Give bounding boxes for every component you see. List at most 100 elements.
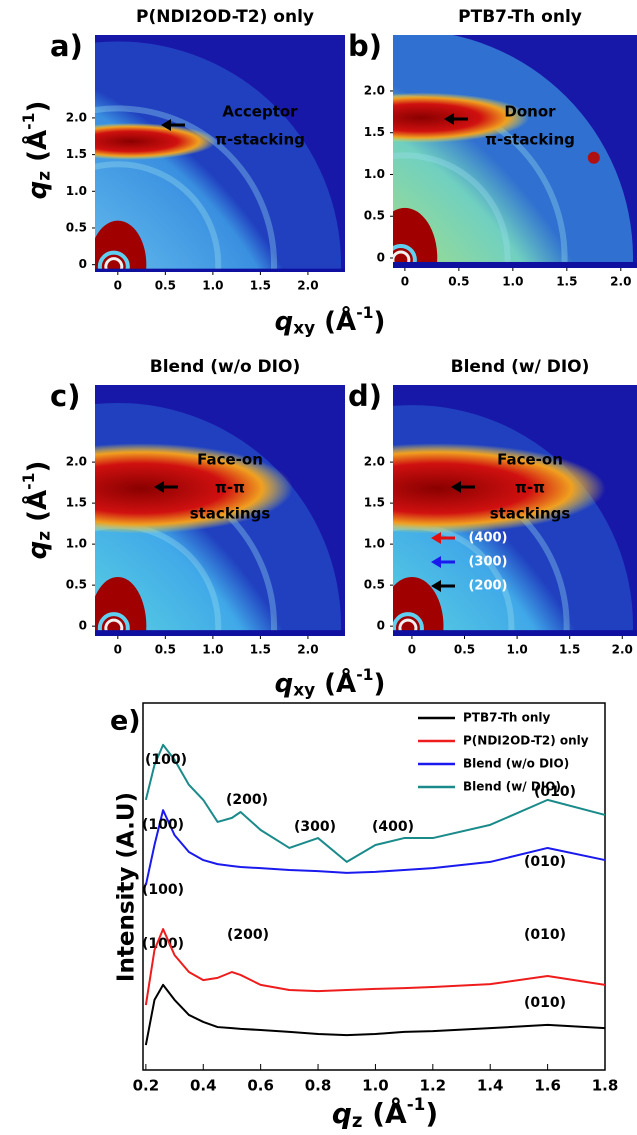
stacking-band [393,443,606,534]
arrow-head [431,556,441,568]
label-part: ) [23,101,53,113]
annotation: (400) [468,531,507,546]
beam-ring [398,618,418,636]
stacking-band [95,123,217,160]
x-tick-label: 0 [408,643,416,657]
label-part: ) [23,461,53,473]
annotation: π-π [515,479,545,497]
beam-ring [104,257,124,272]
annotation: π-stacking [215,131,305,149]
y-tick-label: 1.5 [364,125,385,139]
label-part: q [23,541,53,560]
x-tick-label: 0.2 [133,1077,160,1095]
ring [95,105,277,272]
beam-ring [104,618,124,636]
label-part: q [275,669,294,699]
x-tick-label: 0 [401,275,409,289]
beam-stop [393,261,637,268]
scatter-ring [95,41,341,272]
y-tick-label: 2.0 [364,83,385,97]
x-tick-label: 0.8 [305,1077,332,1095]
y-tick-label: 2.0 [66,455,87,469]
annotation: stackings [190,505,271,523]
panel-title: PTB7-Th only [458,7,582,27]
y-tick-label: 1.0 [364,167,385,181]
arrow-head [444,113,454,125]
y-tick-label: 1.0 [364,537,385,551]
detector-image [393,35,637,268]
x-tick-label: 1.5 [250,279,271,293]
y-tick-label: 0.5 [66,578,87,592]
x-tick-label: 1.5 [556,275,577,289]
annotation: stackings [490,505,571,523]
legend-label: P(NDI2OD-T2) only [463,734,589,748]
annotation: (200) [468,579,507,594]
annotation: π-π [215,479,245,497]
x-tick-label: 0 [114,643,122,657]
x-tick-label: 0.4 [190,1077,217,1095]
scatter-ring [393,35,633,268]
x-tick-label: 2.0 [297,279,318,293]
peak-label: (010) [524,995,566,1011]
y-tick-label: 0.5 [364,209,385,223]
series-line [144,928,606,1006]
label-part: q [332,1097,352,1130]
label-part: (Å [315,305,356,337]
y-tick-label: 2.0 [364,455,385,469]
label-part: (Å [315,667,356,699]
peak-label: (400) [372,819,414,835]
peak-label: (300) [294,819,336,835]
label-part: (Å [21,130,53,171]
stacking-band [95,443,293,534]
beam-ring [393,612,424,636]
annotation: (300) [468,555,507,570]
x-tick-label: 0.5 [448,275,469,289]
panel-label: c) [50,379,80,413]
beam-ring [97,612,130,636]
label-part: -1 [356,665,373,683]
y-tick-label: 0 [79,619,87,633]
plot-frame [142,702,606,1071]
label-part: q [275,307,294,337]
x-tick-label: 2.0 [610,275,631,289]
label-part: z [34,531,54,541]
y-tick-label: 1.0 [66,184,87,198]
y-tick-label: 2.0 [66,110,87,124]
arrow-head [431,580,441,592]
x-tick-label: 1.0 [502,275,523,289]
beam-stop [95,630,345,636]
peak-label: (200) [226,792,268,808]
panel-label: a) [50,29,83,63]
x-tick-label: 0.5 [155,643,176,657]
axis-label: qz (Å-1) [332,1094,438,1132]
series-line [144,743,606,863]
panel-title: Blend (w/o DIO) [150,357,300,377]
peak-label: (010) [524,927,566,943]
x-tick-label: 2.0 [612,643,633,657]
arrow-head [154,481,164,493]
x-tick-label: 1.5 [559,643,580,657]
origin-blob [95,220,147,272]
panel-label: d) [348,379,382,413]
y-tick-label: 0.5 [66,220,87,234]
arrow-head [431,532,441,544]
panel-title: Blend (w/ DIO) [451,357,590,377]
label-part: xy [293,680,315,700]
series-line [144,809,606,886]
peak-label: (010) [524,854,566,870]
peak-label: (100) [142,882,184,898]
x-tick-label: 1.4 [477,1077,504,1095]
beam-ring [393,243,417,268]
label-part: ) [425,1097,438,1130]
axis-label: qz (Å-1) [19,461,53,560]
axis-label: qxy (Å-1) [275,665,386,699]
y-tick-label: 0 [79,257,87,271]
beam-ring [97,250,130,272]
legend-label: Blend (w/o DIO) [463,757,569,771]
x-tick-label: 1.2 [420,1077,447,1095]
panel-title: P(NDI2OD-T2) only [136,7,314,27]
y-tick-label: 1.5 [66,147,87,161]
label-part: ) [374,307,386,337]
x-tick-label: 0 [114,279,122,293]
